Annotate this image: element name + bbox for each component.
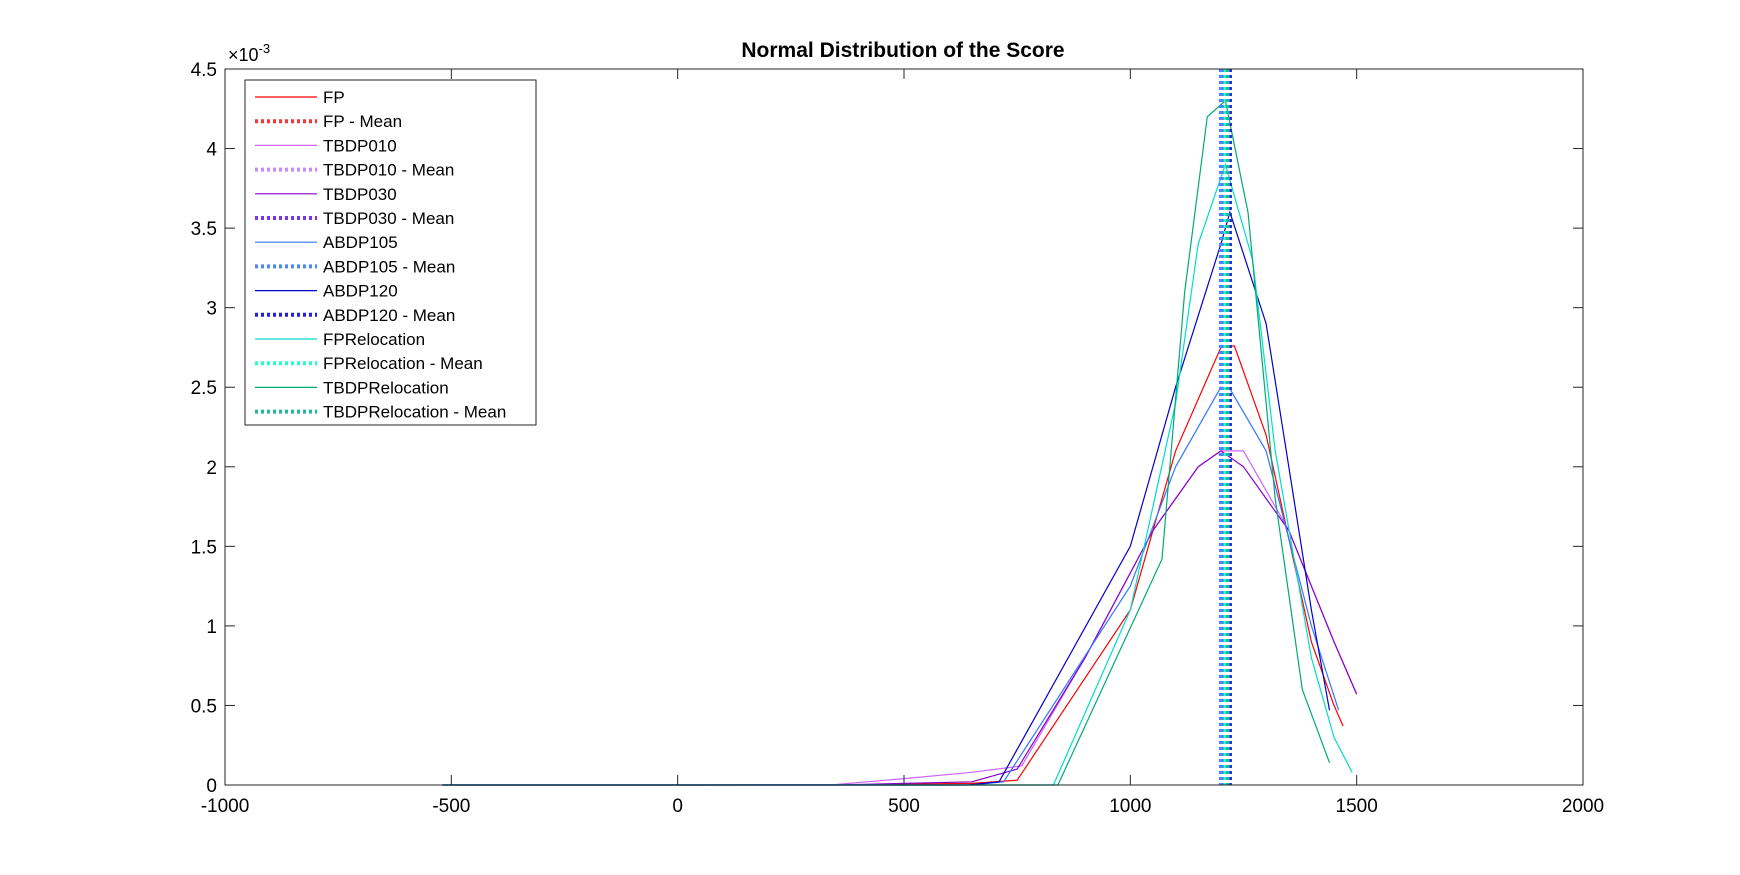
legend-label-fprelocation-mean: FPRelocation - Mean xyxy=(323,354,483,373)
series-line-fp xyxy=(442,345,1344,786)
legend-label-fprelocation: FPRelocation xyxy=(323,330,425,349)
y-tick-label: 1 xyxy=(206,617,217,638)
series-line-fprelocation xyxy=(442,162,1353,786)
x-tick-label: -1000 xyxy=(201,796,250,817)
x-tick-label: -500 xyxy=(432,796,470,817)
x-tick-label: 2000 xyxy=(1562,796,1604,817)
y-axis: 0 0.5 1 1.5 2 2.5 3 3.5 4 4.5 xyxy=(191,60,1583,797)
legend-label-tbdp030-mean: TBDP030 - Mean xyxy=(323,209,454,228)
y-exponent-base: ×10 xyxy=(228,45,259,65)
legend-label-abdp120-mean: ABDP120 - Mean xyxy=(323,306,455,325)
legend-box xyxy=(244,79,537,426)
x-tick-label: 1500 xyxy=(1336,796,1378,817)
legend-label-abdp105: ABDP105 xyxy=(323,233,398,252)
svg-text:×10-3: ×10-3 xyxy=(228,41,270,65)
y-tick-label: 0 xyxy=(206,776,217,797)
y-tick-label: 0.5 xyxy=(191,696,217,717)
y-exponent-power: -3 xyxy=(259,41,271,56)
chart-title: Normal Distribution of the Score xyxy=(741,39,1064,62)
y-tick-label: 2.5 xyxy=(191,378,217,399)
y-tick-label: 4.5 xyxy=(191,60,217,81)
legend-label-tbdp010: TBDP010 xyxy=(323,136,397,155)
y-tick-label: 3.5 xyxy=(191,219,217,240)
y-tick-label: 1.5 xyxy=(191,537,217,558)
x-axis: -1000 -500 0 500 1000 1500 2000 xyxy=(201,69,1604,817)
legend: FP FP - Mean TBDP010 TBDP010 - Mean TBDP030 T… xyxy=(244,79,537,426)
legend-label-abdp120: ABDP120 xyxy=(323,282,398,301)
legend-label-tbdprelocation: TBDPRelocation xyxy=(323,378,449,397)
x-tick-label: 1000 xyxy=(1109,796,1151,817)
legend-label-tbdp010-mean: TBDP010 - Mean xyxy=(323,161,454,180)
series-line-abdp120 xyxy=(442,210,1331,786)
y-axis-exponent: ×10-3 xyxy=(228,41,270,65)
y-tick-label: 4 xyxy=(206,140,217,161)
series-line-tbdprelocation xyxy=(442,99,1331,786)
y-tick-label: 2 xyxy=(206,458,217,479)
legend-label-fp-mean: FP - Mean xyxy=(323,112,402,131)
y-tick-label: 3 xyxy=(206,299,217,320)
x-tick-label: 500 xyxy=(888,796,920,817)
plot-area: -1000 -500 0 500 1000 1500 2000 0 0.5 1 1.5 2 2.5 3 3… xyxy=(191,60,1605,817)
legend-label-fp: FP xyxy=(323,88,345,107)
legend-label-tbdprelocation-mean: TBDPRelocation - Mean xyxy=(323,403,506,422)
legend-label-abdp105-mean: ABDP105 - Mean xyxy=(323,257,455,276)
x-tick-label: 0 xyxy=(672,796,683,817)
series-line-abdp105 xyxy=(442,386,1340,786)
legend-label-tbdp030: TBDP030 xyxy=(323,185,397,204)
mean-lines xyxy=(1218,69,1232,785)
